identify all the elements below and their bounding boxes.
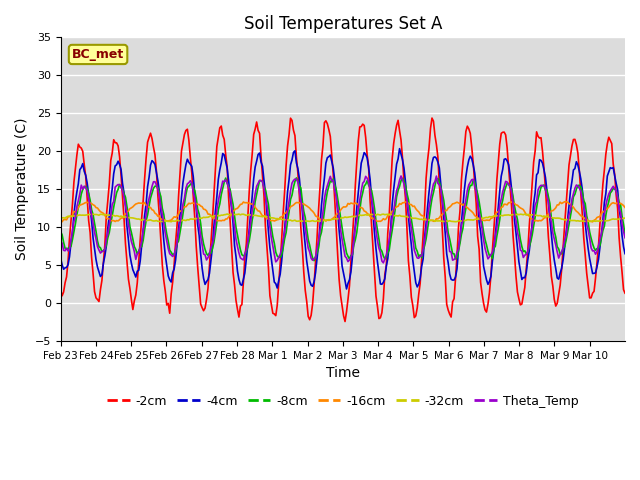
-2cm — [462, 129, 470, 134]
-4cm — [349, 254, 356, 260]
Legend: -2cm, -4cm, -8cm, -16cm, -32cm, Theta_Temp: -2cm, -4cm, -8cm, -16cm, -32cm, Theta_Te… — [102, 390, 584, 412]
-2cm — [57, 287, 65, 293]
Theta_Temp — [93, 244, 101, 250]
-32cm — [350, 214, 358, 220]
-32cm — [57, 215, 65, 221]
-2cm — [546, 252, 554, 258]
-4cm — [93, 264, 101, 270]
Line: -8cm: -8cm — [61, 178, 625, 261]
-32cm — [76, 212, 84, 218]
-4cm — [396, 146, 403, 152]
-2cm — [93, 297, 101, 302]
-16cm — [347, 200, 355, 206]
-16cm — [93, 205, 101, 211]
Theta_Temp — [546, 212, 554, 217]
-2cm — [428, 115, 436, 121]
-32cm — [167, 219, 175, 225]
Line: Theta_Temp: Theta_Temp — [61, 176, 625, 263]
Text: BC_met: BC_met — [72, 48, 124, 61]
-16cm — [589, 219, 596, 225]
-2cm — [349, 234, 356, 240]
Y-axis label: Soil Temperature (C): Soil Temperature (C) — [15, 118, 29, 260]
-8cm — [292, 175, 300, 181]
-32cm — [621, 215, 629, 221]
Theta_Temp — [76, 191, 84, 197]
-16cm — [57, 218, 65, 224]
Theta_Temp — [397, 173, 405, 179]
-16cm — [562, 199, 570, 204]
Theta_Temp — [57, 238, 65, 244]
Line: -16cm: -16cm — [61, 202, 625, 222]
X-axis label: Time: Time — [326, 366, 360, 380]
-32cm — [546, 215, 554, 220]
-16cm — [621, 204, 629, 210]
-8cm — [546, 201, 554, 206]
-8cm — [621, 231, 629, 237]
-32cm — [223, 211, 231, 217]
-2cm — [76, 144, 84, 150]
Title: Soil Temperatures Set A: Soil Temperatures Set A — [244, 15, 442, 33]
-2cm — [621, 290, 629, 296]
-16cm — [543, 212, 551, 218]
Line: -4cm: -4cm — [61, 149, 625, 289]
-4cm — [546, 216, 554, 222]
-8cm — [57, 228, 65, 234]
-32cm — [462, 217, 470, 223]
-8cm — [620, 221, 627, 227]
-4cm — [462, 174, 470, 180]
-4cm — [620, 244, 627, 250]
Theta_Temp — [462, 197, 470, 203]
-4cm — [342, 286, 350, 292]
-8cm — [93, 238, 101, 244]
-4cm — [57, 255, 65, 261]
-2cm — [620, 287, 627, 292]
-8cm — [310, 258, 318, 264]
-4cm — [76, 167, 84, 173]
Theta_Temp — [620, 228, 627, 234]
Theta_Temp — [347, 254, 355, 260]
-8cm — [462, 205, 470, 211]
-8cm — [350, 242, 358, 248]
Line: -32cm: -32cm — [61, 214, 625, 222]
-16cm — [620, 203, 627, 208]
-16cm — [76, 203, 84, 208]
-32cm — [620, 216, 627, 221]
-8cm — [76, 200, 84, 205]
-4cm — [621, 251, 629, 256]
-2cm — [341, 319, 349, 324]
Theta_Temp — [380, 260, 387, 266]
-16cm — [459, 203, 467, 208]
-32cm — [93, 212, 101, 217]
Line: -2cm: -2cm — [61, 118, 625, 322]
Theta_Temp — [621, 235, 629, 240]
